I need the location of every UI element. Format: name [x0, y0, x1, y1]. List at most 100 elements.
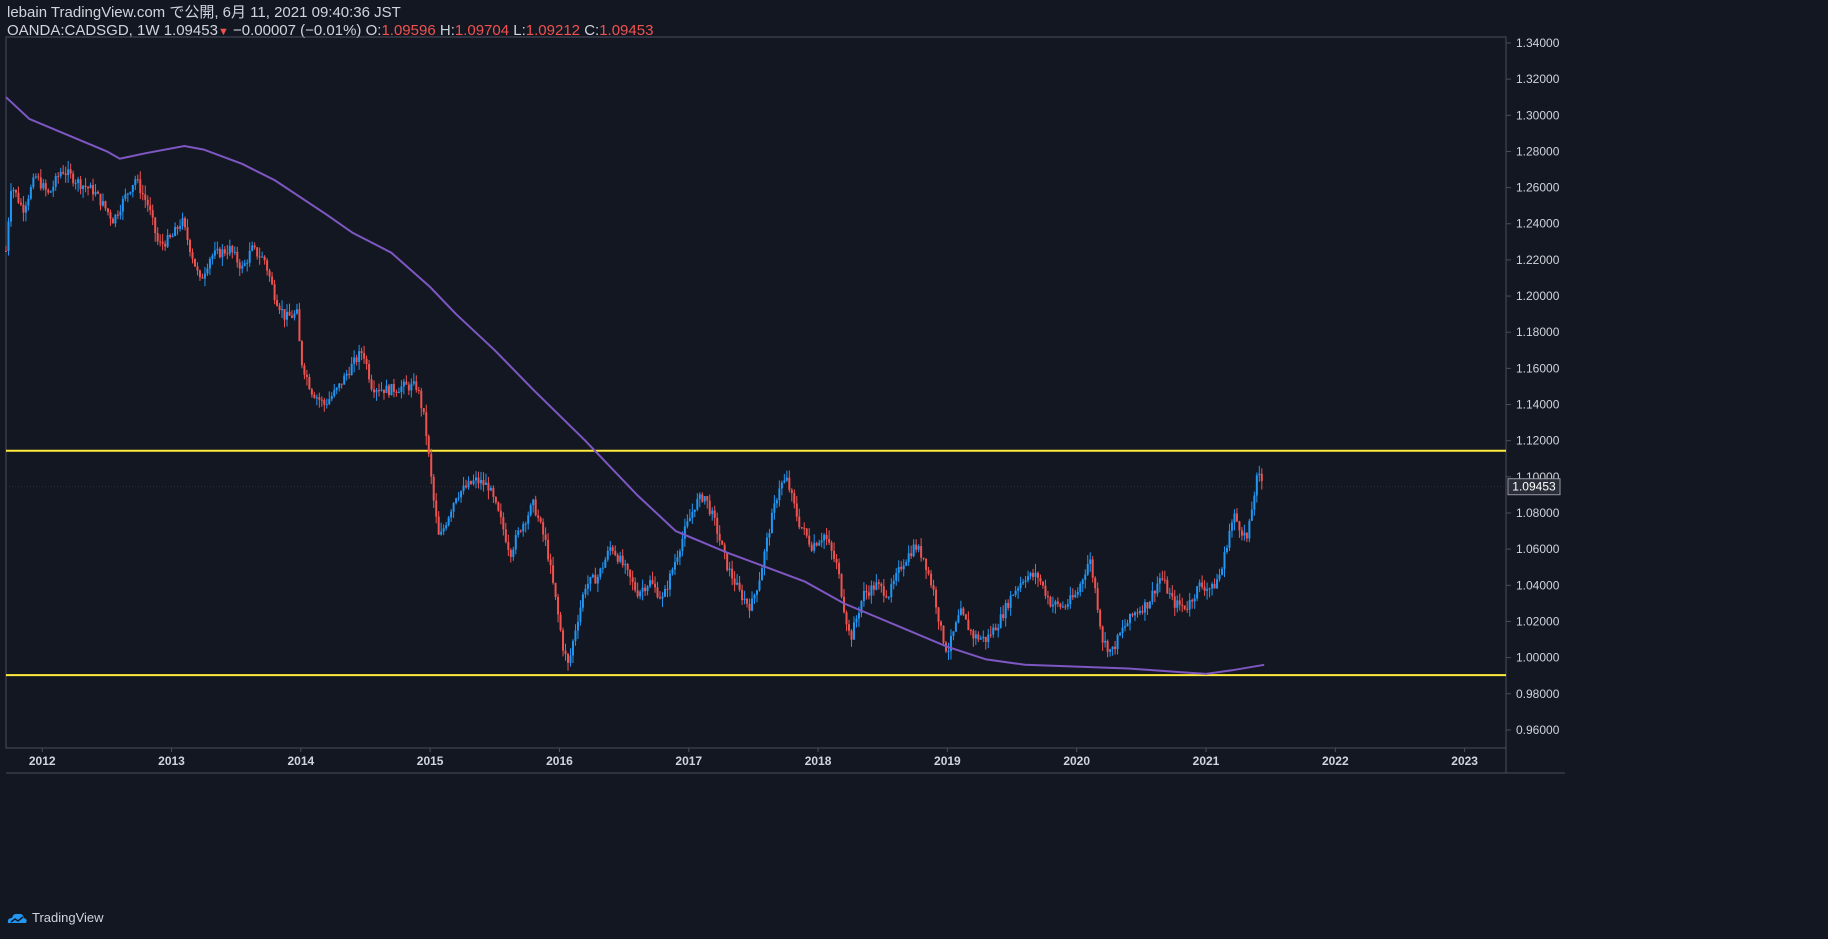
candle-body: [154, 217, 157, 234]
candle-body: [1081, 579, 1084, 585]
candle-body: [161, 241, 164, 244]
candle-body: [830, 542, 833, 551]
candle-body: [462, 485, 465, 492]
time-tick-label: 2020: [1063, 754, 1090, 768]
candle-body: [450, 511, 453, 518]
candle-body: [460, 491, 463, 498]
candle-body: [753, 594, 756, 599]
candle-body: [432, 476, 435, 501]
candle-body: [554, 582, 557, 598]
candle-body: [634, 582, 637, 591]
candle-body: [1046, 595, 1049, 598]
candle-body: [708, 500, 711, 515]
price-tick-label: 1.14000: [1516, 398, 1560, 412]
candle-body: [663, 588, 666, 597]
candle-body: [278, 305, 281, 311]
candle-body: [897, 566, 900, 573]
candle-body: [440, 531, 443, 535]
price-tick-label: 0.96000: [1516, 723, 1560, 737]
candle-body: [920, 546, 923, 558]
candle-body: [1166, 580, 1169, 594]
candle-body: [14, 189, 17, 193]
candle-body: [604, 559, 607, 568]
candle-body: [353, 357, 356, 364]
candle-body: [243, 263, 246, 266]
candle-body: [586, 583, 589, 589]
candle-body: [641, 587, 644, 592]
candle-body: [47, 189, 50, 193]
candle-body: [430, 453, 433, 477]
chart-header: lebain TradingView.com で公開, 6月 11, 2021 …: [7, 4, 653, 40]
candle-body: [131, 185, 134, 193]
candle-body: [89, 185, 92, 189]
candle-body: [701, 494, 704, 502]
candle-body: [171, 235, 174, 238]
candle-body: [392, 384, 395, 392]
price-axis[interactable]: 1.34000 1.32000 1.30000 1.28000 1.26000 1.240…: [1506, 36, 1560, 737]
candle-body: [639, 591, 642, 597]
candle-body: [688, 517, 691, 522]
candle-body: [549, 559, 552, 566]
candle-body: [534, 499, 537, 516]
candle-body: [286, 311, 289, 320]
candle-body: [236, 251, 239, 263]
candle-body: [405, 381, 408, 385]
candle-body: [504, 529, 507, 542]
candle-body: [562, 630, 565, 651]
candle-body: [788, 477, 791, 490]
candle-body: [902, 565, 905, 570]
candle-body: [116, 214, 119, 216]
candle-body: [442, 528, 445, 532]
candle-body: [1136, 612, 1139, 614]
candle-body: [84, 185, 87, 188]
candle-body: [1191, 600, 1194, 602]
horizontal-lines[interactable]: [6, 449, 1506, 677]
candle-body: [746, 598, 749, 604]
candle-body: [1109, 649, 1112, 652]
candle-body: [156, 233, 159, 242]
candle-body: [109, 212, 112, 219]
candle-body: [925, 558, 928, 571]
candle-body: [1230, 522, 1233, 531]
candle-body: [1034, 572, 1037, 577]
candle-body: [174, 226, 177, 236]
candle-body: [683, 526, 686, 539]
time-tick-label: 2017: [675, 754, 702, 768]
last-price-text: 1.09453: [1512, 480, 1556, 494]
candle-body: [268, 270, 271, 277]
candle-body: [1022, 581, 1025, 584]
candle-body: [166, 235, 169, 247]
candle-body: [1173, 596, 1176, 608]
candle-body: [79, 179, 82, 190]
price-tick-label: 1.04000: [1516, 578, 1560, 592]
candle-body: [1014, 590, 1017, 595]
candle-body: [686, 521, 689, 527]
candle-body: [557, 597, 560, 615]
candle-body: [1061, 606, 1064, 608]
symbol-label[interactable]: OANDA:CADSGD, 1W: [7, 22, 160, 39]
candle-body: [1106, 640, 1109, 652]
candle-body: [758, 580, 761, 591]
candle-body: [818, 542, 821, 546]
candle-body: [994, 627, 997, 631]
candle-body: [698, 494, 701, 499]
candle-body: [203, 273, 206, 279]
candle-body: [1223, 552, 1226, 569]
time-tick-label: 2023: [1451, 754, 1478, 768]
candle-body: [840, 574, 843, 597]
tradingview-logo[interactable]: TradingView: [6, 910, 104, 925]
candle-body: [385, 385, 388, 394]
candle-body: [315, 397, 318, 399]
candle-body: [606, 550, 609, 560]
candle-body: [97, 191, 100, 194]
candle-body: [159, 241, 162, 243]
candle-body: [348, 373, 351, 375]
time-axis[interactable]: 2012 2013 2014 2015 2016 2017 2018 2019 2020 2021…: [29, 748, 1478, 768]
candle-body: [400, 386, 403, 393]
candle-body: [72, 173, 75, 184]
candle-body: [974, 634, 977, 639]
candle-body: [141, 193, 144, 195]
candle-body: [5, 250, 7, 252]
candle-body: [211, 255, 214, 259]
